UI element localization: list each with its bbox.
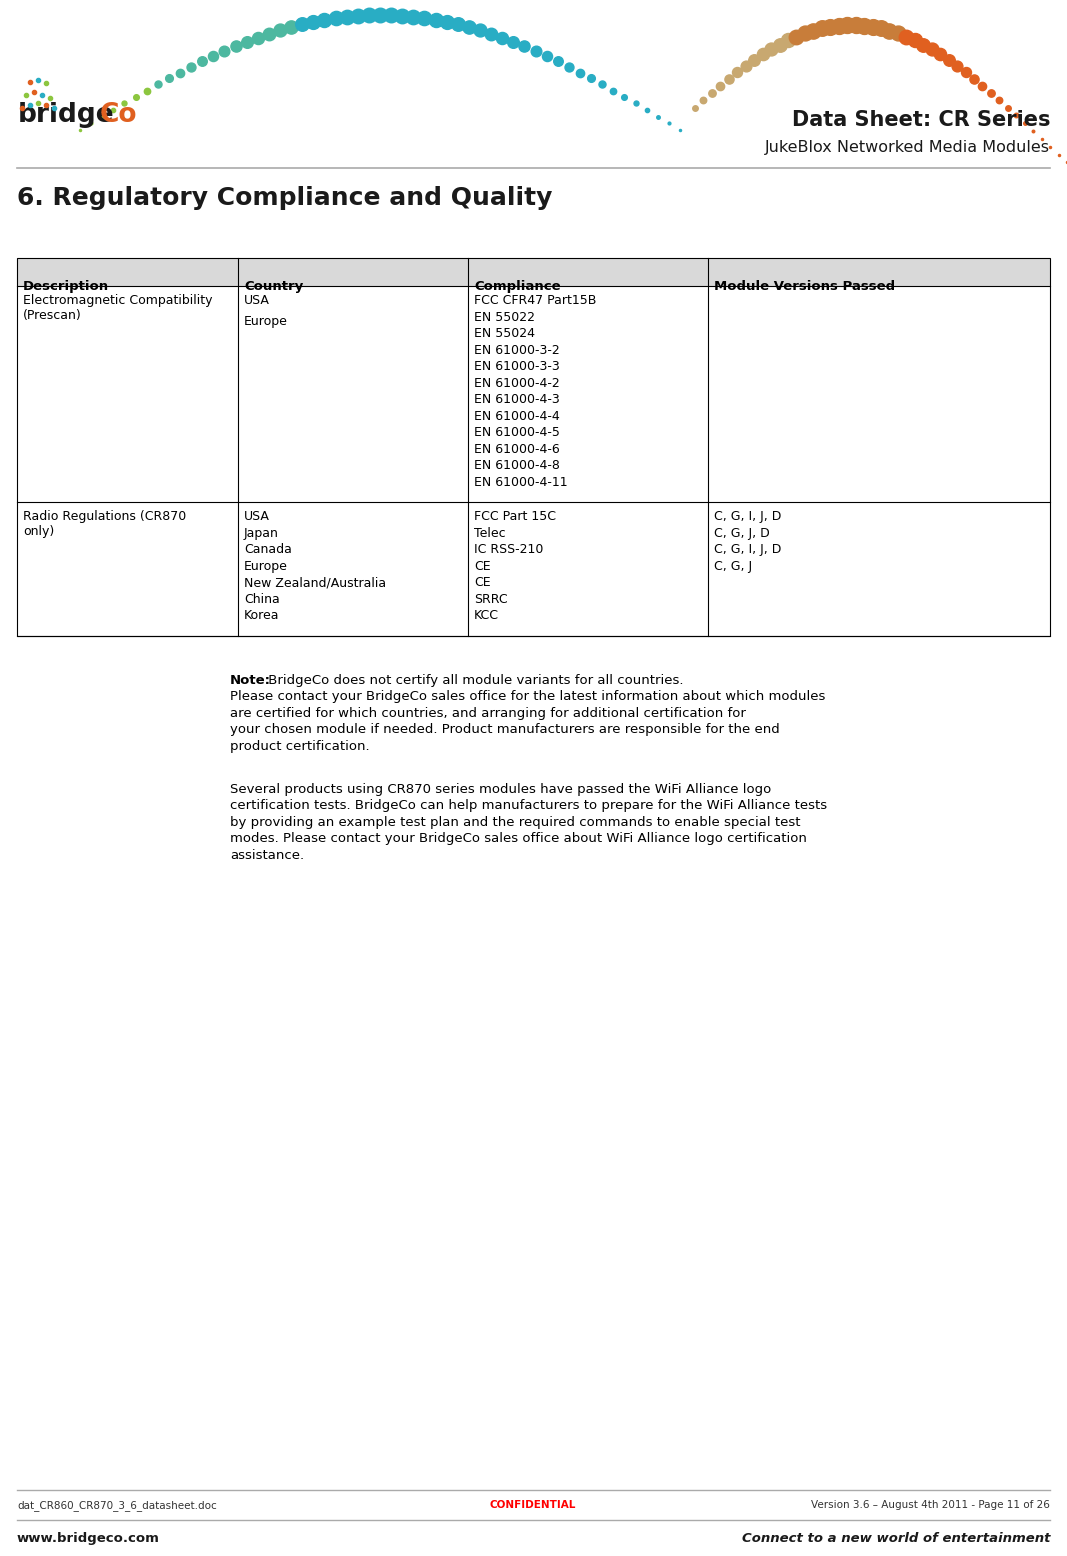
Text: EN 61000-4-4: EN 61000-4-4 (474, 409, 560, 423)
Bar (17, 258, 1050, 635)
Text: Electromagnetic Compatibility
(Prescan): Electromagnetic Compatibility (Prescan) (23, 294, 212, 322)
Text: BridgeCo does not certify all module variants for all countries.: BridgeCo does not certify all module var… (264, 674, 684, 686)
Bar (17, 258, 1050, 286)
Text: certification tests. BridgeCo can help manufacturers to prepare for the WiFi All: certification tests. BridgeCo can help m… (230, 798, 827, 812)
Text: IC RSS-210: IC RSS-210 (474, 543, 543, 555)
Text: CE: CE (474, 576, 491, 590)
Text: Country: Country (244, 280, 303, 293)
Text: EN 61000-3-3: EN 61000-3-3 (474, 359, 560, 373)
Text: Europe: Europe (244, 560, 288, 573)
Text: Japan: Japan (244, 526, 278, 540)
Text: JukeBlox Networked Media Modules: JukeBlox Networked Media Modules (765, 140, 1050, 156)
Text: EN 61000-4-6: EN 61000-4-6 (474, 442, 560, 456)
Text: Korea: Korea (244, 608, 280, 622)
Text: EN 55024: EN 55024 (474, 327, 535, 341)
Text: Co: Co (100, 103, 138, 128)
Text: by providing an example test plan and the required commands to enable special te: by providing an example test plan and th… (230, 815, 800, 828)
Text: Module Versions Passed: Module Versions Passed (714, 280, 895, 293)
Text: CE: CE (474, 560, 491, 573)
Text: product certification.: product certification. (230, 739, 369, 753)
Text: C, G, I, J, D: C, G, I, J, D (714, 543, 781, 555)
Text: Canada: Canada (244, 543, 292, 555)
Text: your chosen module if needed. Product manufacturers are responsible for the end: your chosen module if needed. Product ma… (230, 724, 780, 736)
Text: Telec: Telec (474, 526, 506, 540)
Text: New Zealand/Australia: New Zealand/Australia (244, 576, 386, 590)
Text: Radio Regulations (CR870
only): Radio Regulations (CR870 only) (23, 510, 187, 538)
Text: FCC Part 15C: FCC Part 15C (474, 510, 556, 523)
Text: bridge: bridge (18, 103, 114, 128)
Text: C, G, J, D: C, G, J, D (714, 526, 769, 540)
Text: EN 55022: EN 55022 (474, 311, 535, 324)
Text: www.bridgeco.com: www.bridgeco.com (17, 1533, 160, 1545)
Text: Data Sheet: CR Series: Data Sheet: CR Series (792, 110, 1050, 131)
Text: C, G, J: C, G, J (714, 560, 752, 573)
Text: FCC CFR47 Part15B: FCC CFR47 Part15B (474, 294, 596, 307)
Text: EN 61000-4-11: EN 61000-4-11 (474, 476, 568, 489)
Text: Several products using CR870 series modules have passed the WiFi Alliance logo: Several products using CR870 series modu… (230, 783, 771, 795)
Text: Compliance: Compliance (474, 280, 560, 293)
Text: USA: USA (244, 510, 270, 523)
Text: Version 3.6 – August 4th 2011 - Page 11 of 26: Version 3.6 – August 4th 2011 - Page 11 … (811, 1500, 1050, 1509)
Text: assistance.: assistance. (230, 848, 304, 862)
Text: Please contact your BridgeCo sales office for the latest information about which: Please contact your BridgeCo sales offic… (230, 689, 826, 703)
Text: modes. Please contact your BridgeCo sales office about WiFi Alliance logo certif: modes. Please contact your BridgeCo sale… (230, 832, 807, 845)
Text: Note:: Note: (230, 674, 271, 686)
Text: KCC: KCC (474, 608, 499, 622)
Text: 6. Regulatory Compliance and Quality: 6. Regulatory Compliance and Quality (17, 187, 553, 210)
Text: EN 61000-4-2: EN 61000-4-2 (474, 377, 560, 389)
Text: SRRC: SRRC (474, 593, 508, 605)
Text: Connect to a new world of entertainment: Connect to a new world of entertainment (742, 1533, 1050, 1545)
Text: EN 61000-4-3: EN 61000-4-3 (474, 394, 560, 406)
Text: are certified for which countries, and arranging for additional certification fo: are certified for which countries, and a… (230, 706, 746, 719)
Text: EN 61000-4-8: EN 61000-4-8 (474, 459, 560, 471)
Text: EN 61000-4-5: EN 61000-4-5 (474, 426, 560, 439)
Text: Description: Description (23, 280, 109, 293)
Text: USA
Europe: USA Europe (244, 294, 288, 328)
Text: EN 61000-3-2: EN 61000-3-2 (474, 344, 560, 356)
Text: China: China (244, 593, 280, 605)
Text: dat_CR860_CR870_3_6_datasheet.doc: dat_CR860_CR870_3_6_datasheet.doc (17, 1500, 217, 1511)
Text: CONFIDENTIAL: CONFIDENTIAL (490, 1500, 576, 1509)
Text: C, G, I, J, D: C, G, I, J, D (714, 510, 781, 523)
